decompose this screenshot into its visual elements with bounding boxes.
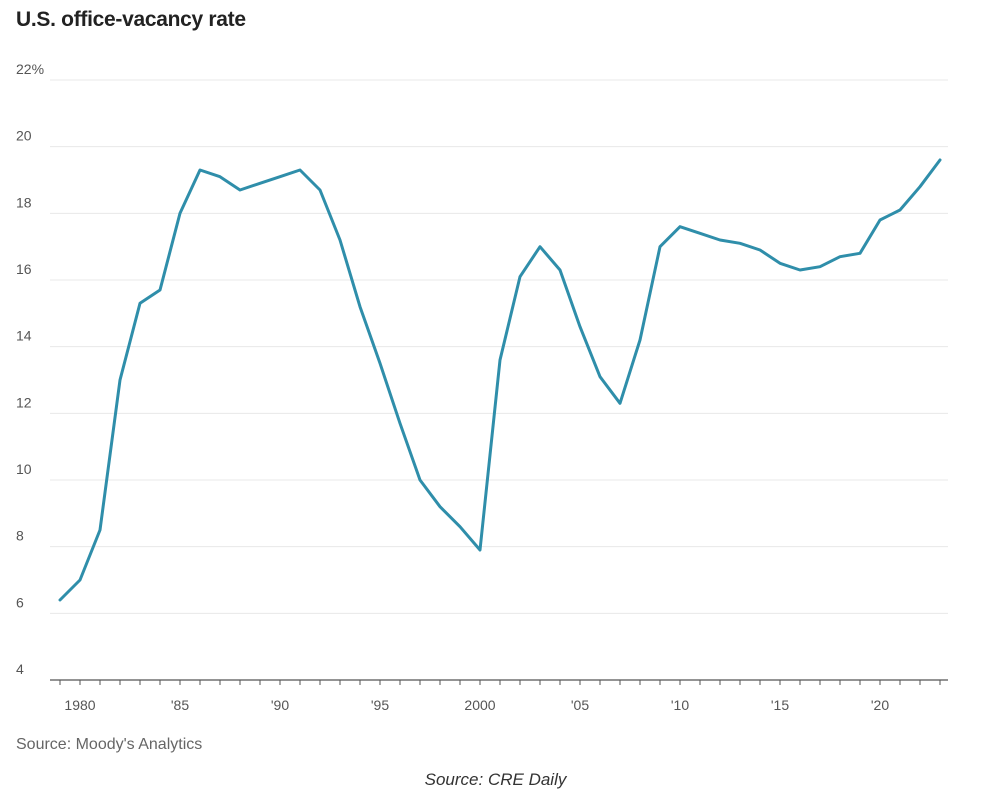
chart-title: U.S. office-vacancy rate <box>16 8 246 31</box>
x-tick-label: 2000 <box>464 697 495 713</box>
y-tick-label: 4 <box>16 661 24 677</box>
source-note: Source: Moody's Analytics <box>16 736 203 753</box>
x-tick-label: '15 <box>771 697 789 713</box>
x-tick-label: '05 <box>571 697 589 713</box>
y-tick-label: 20 <box>16 128 32 144</box>
y-tick-label: 14 <box>16 328 32 344</box>
x-axis <box>50 679 948 685</box>
y-tick-label: 18 <box>16 194 32 210</box>
x-axis-labels: 1980 '85 '90 '95 2000 '05 '10 '15 '20 <box>64 697 889 713</box>
x-tick-label: '10 <box>671 697 689 713</box>
x-tick-label: 1980 <box>64 697 95 713</box>
y-axis-labels: 22% 20 18 16 14 12 10 8 6 4 <box>16 61 44 677</box>
series <box>58 158 942 602</box>
y-tick-label: 12 <box>16 394 32 410</box>
credit-caption: Source: CRE Daily <box>424 770 567 789</box>
y-tick-label: 16 <box>16 261 32 277</box>
x-tick-label: '90 <box>271 697 289 713</box>
x-tick-label: '20 <box>871 697 889 713</box>
y-tick-label: 8 <box>16 528 24 544</box>
y-tick-label: 6 <box>16 594 24 610</box>
gridlines <box>50 79 948 614</box>
series-line-vacancy-rate <box>58 158 942 602</box>
x-tick-label: '95 <box>371 697 389 713</box>
y-tick-label: 22% <box>16 61 44 77</box>
y-tick-label: 10 <box>16 461 32 477</box>
x-tick-label: '85 <box>171 697 189 713</box>
